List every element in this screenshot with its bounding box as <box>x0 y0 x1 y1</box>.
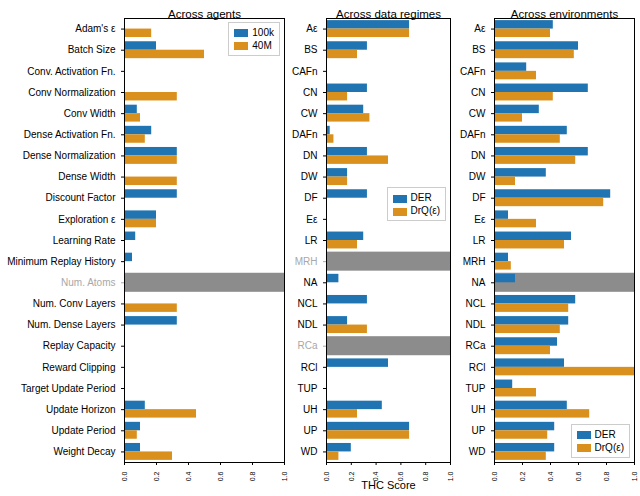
svg-text:0.0: 0.0 <box>121 471 128 481</box>
svg-text:MRH: MRH <box>295 256 318 267</box>
svg-text:Target Update Period: Target Update Period <box>21 383 116 394</box>
svg-text:Dense Width: Dense Width <box>58 171 115 182</box>
svg-text:DN: DN <box>303 150 317 161</box>
svg-text:0.2: 0.2 <box>348 471 355 481</box>
svg-text:1.0: 1.0 <box>447 471 454 481</box>
svg-text:DAFn: DAFn <box>460 129 486 140</box>
svg-text:UP: UP <box>304 425 318 436</box>
svg-text:0.4: 0.4 <box>372 471 380 482</box>
svg-text:Num. Atoms: Num. Atoms <box>61 277 115 288</box>
svg-text:Dense Normalization: Dense Normalization <box>23 150 116 161</box>
html-text:40M: 40M <box>252 40 272 51</box>
svg-text:DW: DW <box>301 171 318 182</box>
svg-text:Num. Dense Layers: Num. Dense Layers <box>27 319 115 330</box>
svg-text:Across agents: Across agents <box>168 8 241 20</box>
svg-text:0.4: 0.4 <box>185 471 192 481</box>
svg-text:CW: CW <box>469 108 486 119</box>
svg-text:NA: NA <box>304 277 318 288</box>
svg-text:Eε: Eε <box>474 214 486 225</box>
html-text:100k: 100k <box>252 27 274 38</box>
svg-text:0.8: 0.8 <box>603 471 610 481</box>
svg-text:0.2: 0.2 <box>153 471 160 481</box>
svg-text:UH: UH <box>303 404 317 415</box>
svg-text:Minimum Replay History: Minimum Replay History <box>7 256 115 267</box>
svg-text:Exploration ε: Exploration ε <box>58 214 116 225</box>
svg-text:Dense Activation Fn.: Dense Activation Fn. <box>24 129 116 140</box>
svg-text:Aε: Aε <box>306 23 318 34</box>
svg-text:DW: DW <box>469 171 486 182</box>
svg-text:DF: DF <box>472 192 485 203</box>
svg-text:NCL: NCL <box>465 298 485 309</box>
svg-text:Update Period: Update Period <box>52 425 116 436</box>
svg-text:0.2: 0.2 <box>519 471 526 481</box>
svg-text:Conv. Activation Fn.: Conv. Activation Fn. <box>27 66 115 77</box>
svg-text:0.6: 0.6 <box>575 471 582 481</box>
html-text:DER: DER <box>594 429 616 440</box>
svg-text:1.0: 1.0 <box>281 471 288 481</box>
svg-text:RCa: RCa <box>465 340 485 351</box>
svg-text:Batch Size: Batch Size <box>68 44 116 55</box>
svg-text:DN: DN <box>471 150 485 161</box>
svg-text:Across environments: Across environments <box>511 8 619 20</box>
svg-text:NA: NA <box>472 277 486 288</box>
svg-text:0.8: 0.8 <box>422 471 429 481</box>
svg-text:CN: CN <box>471 87 485 98</box>
svg-text:RCl: RCl <box>469 362 486 373</box>
svg-text:Learning Rate: Learning Rate <box>53 235 116 246</box>
svg-text:0.0: 0.0 <box>491 471 498 481</box>
svg-text:Across data regimes: Across data regimes <box>336 8 441 20</box>
svg-text:LR: LR <box>305 235 318 246</box>
svg-text:RCa: RCa <box>297 340 317 351</box>
svg-text:CW: CW <box>301 108 318 119</box>
svg-text:0.6: 0.6 <box>217 471 224 481</box>
svg-text:1.0: 1.0 <box>631 471 638 481</box>
svg-text:CAFn: CAFn <box>292 66 318 77</box>
svg-text:THC Score: THC Score <box>361 479 415 491</box>
svg-text:WD: WD <box>301 446 318 457</box>
svg-text:BS: BS <box>472 44 486 55</box>
svg-text:UH: UH <box>471 404 485 415</box>
svg-text:Update Horizon: Update Horizon <box>46 404 115 415</box>
svg-text:Adam's ε: Adam's ε <box>75 23 116 34</box>
html-text:DrQ(ε): DrQ(ε) <box>594 442 624 453</box>
svg-text:NDL: NDL <box>297 319 317 330</box>
svg-text:0.4: 0.4 <box>547 471 554 481</box>
svg-text:MRH: MRH <box>463 256 486 267</box>
svg-text:NDL: NDL <box>465 319 485 330</box>
svg-text:RCl: RCl <box>301 362 318 373</box>
svg-text:WD: WD <box>469 446 486 457</box>
svg-text:0.0: 0.0 <box>323 471 330 481</box>
svg-text:DF: DF <box>304 192 317 203</box>
svg-text:UP: UP <box>472 425 486 436</box>
svg-text:CN: CN <box>303 87 317 98</box>
svg-text:Conv Width: Conv Width <box>64 108 116 119</box>
svg-text:Eε: Eε <box>306 214 318 225</box>
svg-text:DAFn: DAFn <box>292 129 318 140</box>
svg-text:0.6: 0.6 <box>397 471 405 482</box>
svg-text:TUP: TUP <box>298 383 318 394</box>
html-text:DER: DER <box>410 192 432 204</box>
svg-text:Reward Clipping: Reward Clipping <box>42 362 115 373</box>
html-text:DrQ(ε): DrQ(ε) <box>410 205 440 217</box>
svg-text:0.8: 0.8 <box>249 471 256 481</box>
svg-text:Replay Capacity: Replay Capacity <box>43 340 116 351</box>
svg-text:Conv Normalization: Conv Normalization <box>28 87 115 98</box>
svg-text:Aε: Aε <box>474 23 486 34</box>
svg-text:NCL: NCL <box>297 298 317 309</box>
svg-text:TUP: TUP <box>466 383 486 394</box>
svg-text:BS: BS <box>304 44 318 55</box>
svg-text:CAFn: CAFn <box>460 66 486 77</box>
svg-text:LR: LR <box>473 235 486 246</box>
svg-text:Weight Decay: Weight Decay <box>53 446 115 457</box>
svg-text:Discount Factor: Discount Factor <box>45 192 116 203</box>
svg-text:Num. Conv Layers: Num. Conv Layers <box>33 298 116 309</box>
